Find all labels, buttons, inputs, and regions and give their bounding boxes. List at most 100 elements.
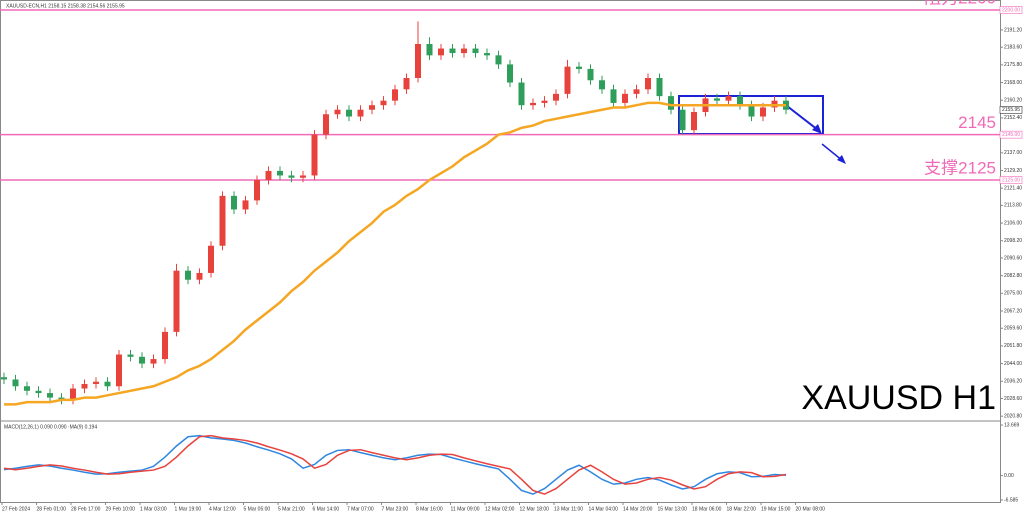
candle-body [35, 390, 42, 394]
y-tick-label: 2129.20 [1004, 168, 1022, 174]
candle-body [541, 100, 548, 103]
candle-body [426, 44, 433, 56]
candle-body [219, 195, 226, 246]
candle-body [334, 109, 341, 115]
y-tick-label: 2036.20 [1004, 379, 1022, 385]
y-tick-label: 2082.80 [1004, 273, 1022, 279]
candle-body [392, 89, 398, 101]
candle-body [564, 66, 571, 94]
candle-body [679, 109, 686, 131]
x-tick-label: 28 Feb 17:00 [71, 506, 101, 512]
candle-body [127, 354, 134, 357]
y-tick-label: 2075.00 [1004, 291, 1022, 297]
x-tick-label: 12 Mar 18:00 [520, 506, 550, 512]
x-tick-label: 11 Mar 09:00 [451, 506, 480, 512]
y-tick-label: 2098.20 [1004, 238, 1022, 244]
y-tick-label: 2121.40 [1004, 185, 1022, 191]
y-tick-label: 2051.80 [1004, 343, 1022, 349]
y-tick-label: 2168.00 [1004, 80, 1022, 86]
x-tick-label: 14 Mar 20:00 [623, 506, 653, 512]
x-tick-label: 4 Mar 12:00 [209, 506, 236, 512]
y-tick-label: 2067.20 [1004, 308, 1022, 314]
candle-body [380, 100, 387, 106]
x-tick-label: 27 Feb 2024 [2, 506, 30, 512]
candle-body [162, 331, 168, 360]
level-tag: 2200.00 [1002, 7, 1020, 13]
candle-body [346, 109, 352, 117]
watermark: XAUUSD H1 [801, 379, 996, 417]
candle-body [484, 53, 490, 56]
candle-body [691, 112, 697, 131]
candle-body [208, 245, 214, 273]
candle-body [139, 356, 145, 364]
candle-body [265, 170, 272, 180]
candle-body [553, 93, 559, 101]
macd-tick-label: -6.585 [1004, 497, 1018, 503]
x-tick-label: 5 Mar 05:00 [244, 506, 271, 512]
candle-body [173, 270, 180, 332]
candle-body [185, 270, 191, 280]
candle-body [438, 48, 444, 56]
x-tick-label: 7 Mar 07:00 [347, 506, 374, 512]
candle-body [93, 381, 99, 384]
candle-body [311, 134, 318, 176]
candle-body [599, 80, 605, 90]
candle-body [668, 96, 674, 110]
candle-body [104, 381, 111, 387]
candle-body [415, 44, 421, 78]
x-tick-label: 14 Mar 04:00 [589, 506, 619, 512]
level-tag-box [999, 176, 1023, 184]
y-tick-label: 2044.00 [1004, 361, 1022, 367]
candle-body [357, 109, 364, 117]
candle-body [587, 68, 594, 81]
candle-body [12, 379, 19, 387]
y-tick-label: 2090.60 [1004, 255, 1022, 261]
x-tick-label: 29 Feb 10:00 [106, 506, 136, 512]
x-tick-label: 20 Mar 08:00 [796, 506, 826, 512]
candle-body [24, 386, 30, 391]
candle-body [472, 48, 479, 54]
x-tick-label: 8 Mar 16:00 [416, 506, 443, 512]
price-tag-box [999, 106, 1023, 114]
candle-body [323, 114, 329, 135]
candle-body [288, 175, 295, 178]
candle-body [47, 393, 53, 398]
candle-body [530, 102, 536, 106]
candle-body [714, 98, 720, 101]
y-tick-label: 2175.80 [1004, 62, 1022, 68]
arrow-head [812, 124, 822, 134]
frame [0, 0, 1001, 503]
candle-body [656, 78, 663, 97]
x-tick-label: 15 Mar 13:00 [658, 506, 688, 512]
x-tick-label: 18 Mar 22:00 [727, 506, 757, 512]
chart-title: XAUUSD-ECN,H1 2158.15 2158.38 2154.56 21… [6, 3, 125, 9]
y-tick-label: 2152.40 [1004, 115, 1022, 121]
candle-body [403, 78, 410, 90]
candle-body [300, 175, 306, 178]
candle-body [610, 89, 617, 103]
level-tag-box [999, 6, 1023, 14]
macd-line [3, 434, 787, 495]
candle-body [1, 377, 7, 380]
candle-body [576, 66, 582, 69]
candle-body [369, 105, 375, 110]
level-label: 2145 [958, 113, 996, 132]
level-label: 支撑2125 [924, 158, 996, 177]
level-tag: 2145.00 [1002, 132, 1020, 138]
level-tag-box [999, 130, 1023, 139]
y-tick-label: 2137.00 [1004, 150, 1022, 156]
macd-tick-label: 13.669 [1004, 422, 1020, 428]
x-tick-label: 1 Mar 03:00 [140, 506, 167, 512]
candle-body [495, 55, 502, 65]
candle-body [242, 200, 249, 210]
candle-body [231, 195, 237, 210]
x-tick-label: 6 Mar 14:00 [313, 506, 340, 512]
level-label: 阻力2200 [924, 0, 996, 7]
x-tick-label: 28 Feb 01:00 [37, 506, 67, 512]
x-tick-label: 1 Mar 19:00 [175, 506, 202, 512]
candle-body [748, 105, 755, 117]
y-tick-label: 2160.20 [1004, 98, 1022, 104]
y-tick-label: 2191.20 [1004, 27, 1022, 33]
x-tick-label: 13 Mar 11:00 [554, 506, 583, 512]
